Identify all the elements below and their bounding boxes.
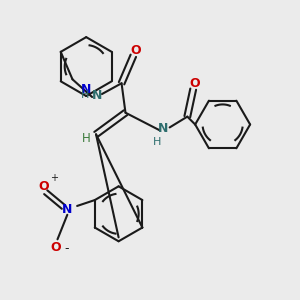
Text: +: + xyxy=(50,173,58,184)
Text: H: H xyxy=(81,90,89,100)
Text: O: O xyxy=(190,77,200,90)
Text: N: N xyxy=(81,82,92,96)
Text: N: N xyxy=(62,203,73,216)
Text: H: H xyxy=(153,137,161,147)
Text: O: O xyxy=(130,44,141,57)
Text: N: N xyxy=(92,88,102,101)
Text: H: H xyxy=(82,132,91,145)
Text: N: N xyxy=(158,122,168,135)
Text: O: O xyxy=(50,241,61,254)
Text: O: O xyxy=(38,180,49,193)
Text: -: - xyxy=(64,242,69,255)
